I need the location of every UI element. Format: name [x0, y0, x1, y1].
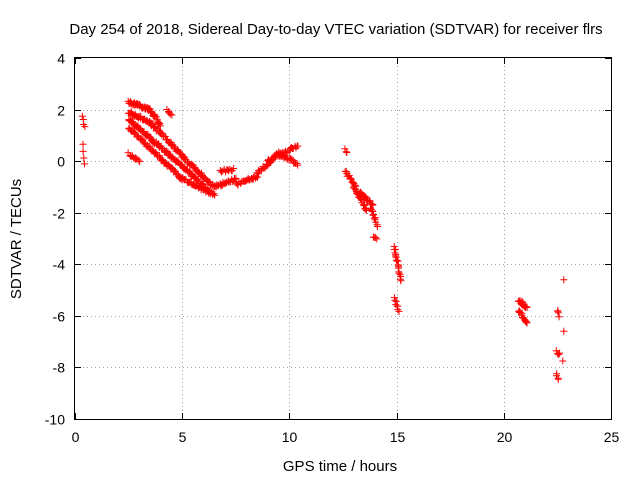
data-point	[136, 158, 144, 166]
data-point	[81, 123, 89, 131]
data-point	[392, 252, 400, 260]
data-point	[555, 351, 563, 359]
data-point	[81, 160, 88, 168]
y-tick-label: -6	[53, 309, 66, 325]
data-point	[347, 175, 355, 183]
data-point	[293, 160, 301, 167]
data-point	[231, 176, 239, 184]
data-point	[374, 223, 381, 230]
x-tick-label: 10	[282, 429, 298, 445]
data-point	[370, 214, 378, 222]
y-tick-label: 0	[57, 154, 65, 170]
x-tick-label: 15	[390, 429, 406, 445]
data-point	[79, 140, 87, 148]
tick-labels: 0 5 10 15 20 25 -10 -8 -6 -4 -2 0 2 4	[45, 51, 620, 446]
y-tick-label: -10	[45, 412, 65, 428]
y-axis-label: SDTVAR / TECUs	[8, 179, 25, 299]
data-point	[294, 142, 302, 150]
x-axis-label: GPS time / hours	[283, 458, 397, 475]
data-point	[275, 148, 283, 156]
y-tick-label: 4	[57, 51, 65, 67]
data-point	[523, 319, 531, 327]
data-point	[343, 149, 351, 156]
data-point	[341, 145, 349, 153]
data-point	[169, 141, 177, 149]
data-point	[556, 349, 564, 357]
chart-title: Day 254 of 2018, Sidereal Day-to-day VTE…	[69, 21, 602, 38]
data-point	[362, 207, 370, 214]
data-point	[279, 153, 287, 161]
data-point	[79, 147, 87, 155]
data-point	[395, 307, 403, 315]
data-point	[162, 147, 170, 155]
x-tick-label: 20	[497, 429, 513, 445]
data-point	[554, 375, 562, 383]
grid-lines	[75, 58, 611, 419]
data-point	[391, 296, 399, 304]
y-tick-label: 2	[57, 103, 65, 119]
y-tick-label: -4	[53, 257, 66, 273]
data-point	[523, 303, 531, 311]
data-point	[294, 161, 302, 169]
data-point	[78, 112, 86, 120]
data-point	[516, 308, 524, 316]
data-point	[158, 156, 166, 163]
data-point	[211, 191, 219, 199]
data-point	[155, 120, 163, 128]
data-point	[161, 159, 169, 166]
data-point	[373, 235, 381, 243]
data-point	[135, 156, 143, 164]
data-point	[395, 269, 403, 277]
plot-frame	[74, 57, 612, 420]
data-point	[554, 309, 562, 317]
data-point	[370, 210, 378, 218]
data-point	[372, 234, 380, 242]
data-point	[168, 111, 176, 119]
data-point	[166, 110, 174, 118]
data-point	[230, 165, 238, 172]
data-point	[80, 154, 88, 162]
data-point	[522, 303, 530, 310]
x-tick-label: 0	[72, 429, 80, 445]
x-tick-label: 5	[179, 429, 187, 445]
data-point	[560, 276, 568, 284]
data-point	[210, 190, 218, 198]
data-point	[560, 327, 568, 335]
y-tick-label: -2	[53, 206, 66, 222]
x-tick-label: 25	[604, 429, 620, 445]
data-point	[392, 301, 400, 309]
axis-ticks	[75, 58, 612, 420]
data-point	[276, 149, 284, 157]
data-point	[559, 357, 567, 365]
data-point	[393, 257, 401, 265]
y-tick-label: -8	[53, 360, 66, 376]
data-point	[179, 174, 187, 182]
data-point	[397, 277, 405, 285]
data-points	[78, 97, 568, 383]
data-point	[394, 306, 402, 314]
data-point	[555, 313, 563, 321]
